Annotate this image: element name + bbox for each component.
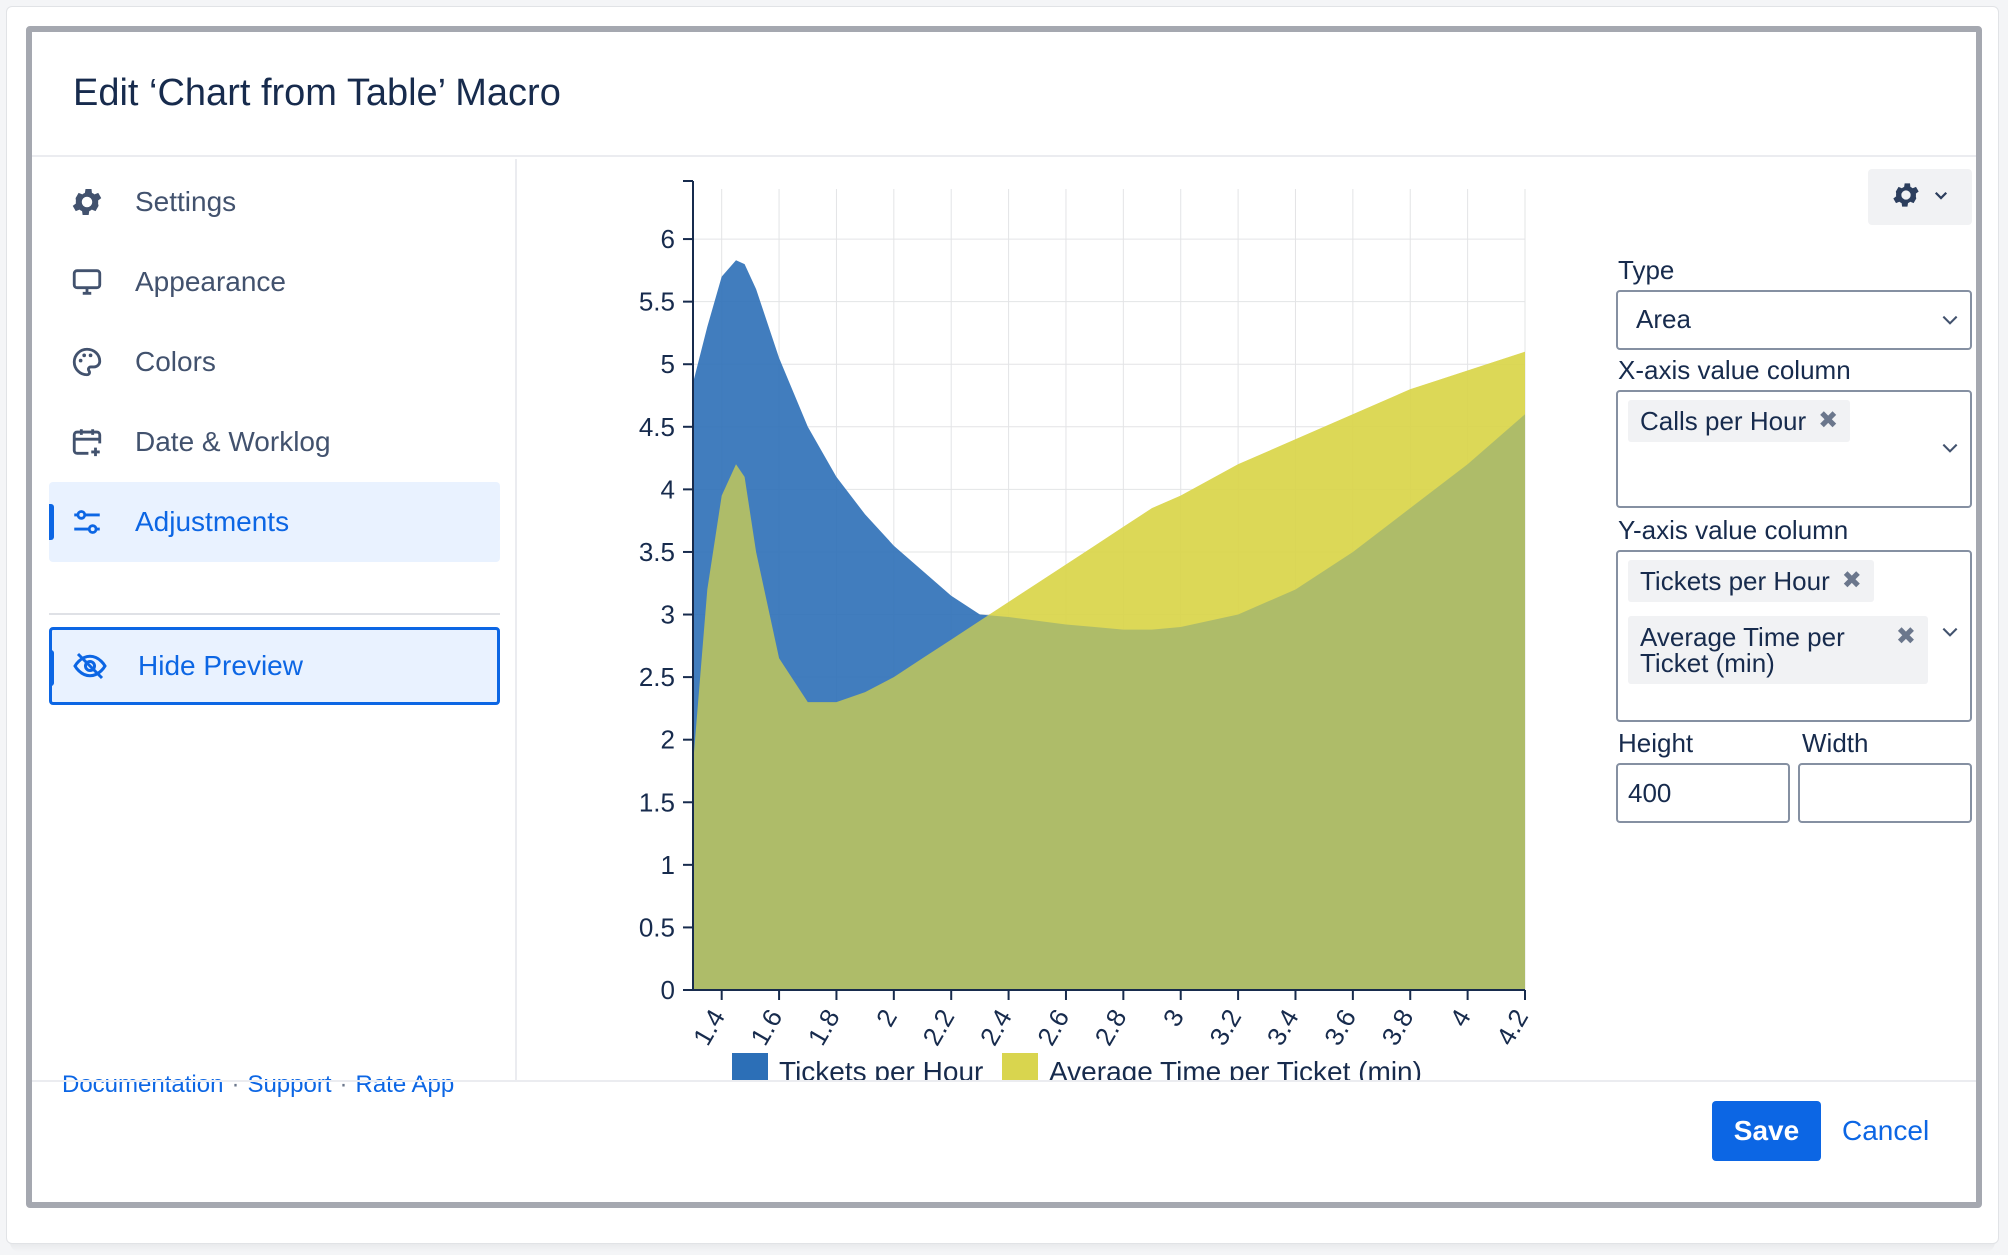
- x-tick-label: 2.2: [916, 1004, 960, 1050]
- tag-label: Calls per Hour: [1640, 406, 1807, 436]
- chevron-down-icon: [1940, 310, 1960, 335]
- x-axis-select[interactable]: Calls per Hour ✖: [1616, 390, 1972, 508]
- area-chart: 0 0.5 1 1.5 2 2.5 3 3.5 4 4.5 5 5.5 6 1.4 1.6 1.8 2 2.2 2.…: [639, 180, 1534, 1089]
- legend-label-avg-time: Average Time per Ticket (min): [1049, 1056, 1422, 1080]
- y-tick-label: 1: [661, 850, 675, 880]
- legend-swatch-avg-time: [1002, 1053, 1038, 1089]
- gear-icon: [1890, 179, 1922, 216]
- x-tick-label: 1.4: [687, 1004, 731, 1050]
- y-axis-tag: Tickets per Hour ✖: [1628, 560, 1874, 602]
- gear-icon: [67, 182, 107, 222]
- hide-preview-label: Hide Preview: [138, 650, 303, 681]
- monitor-icon: [67, 262, 107, 302]
- width-label: Width: [1802, 728, 1869, 758]
- dialog-header: Edit ‘Chart from Table’ Macro: [32, 32, 1976, 157]
- rate-app-link[interactable]: Rate App: [355, 1071, 455, 1098]
- chart-preview: 0 0.5 1 1.5 2 2.5 3 3.5 4 4.5 5 5.5 6 1.4 1.6 1.8 2 2.2 2.…: [519, 159, 1569, 1089]
- macro-dialog: Edit ‘Chart from Table’ Macro Settings A…: [26, 26, 1982, 1208]
- x-tick-label: 4.2: [1490, 1004, 1534, 1050]
- calendar-add-icon: [67, 422, 107, 462]
- x-tick-label: 3.6: [1318, 1004, 1362, 1050]
- x-axis-label: X-axis value column: [1618, 355, 1851, 385]
- y-axis-tag: Average Time per Ticket (min) ✖: [1628, 616, 1928, 684]
- remove-tag-icon[interactable]: ✖: [1841, 567, 1862, 594]
- legend-swatch-tickets: [732, 1053, 768, 1089]
- y-tick-label: 5: [661, 349, 675, 379]
- eye-off-icon: [70, 646, 110, 686]
- chart-options-button[interactable]: [1868, 169, 1972, 225]
- x-tick-label: 4: [1444, 1004, 1477, 1032]
- dialog-title: Edit ‘Chart from Table’ Macro: [73, 72, 561, 114]
- cancel-button[interactable]: Cancel: [1842, 1115, 1930, 1146]
- y-tick-label: 6: [661, 224, 675, 254]
- chevron-down-icon: [1940, 622, 1960, 647]
- x-tick-label: 2.4: [974, 1004, 1018, 1050]
- x-tick-label: 3.2: [1203, 1004, 1247, 1050]
- sliders-icon: [67, 502, 107, 542]
- sidebar-item-colors[interactable]: Colors: [49, 322, 500, 402]
- y-tick-label: 0.5: [639, 912, 675, 942]
- sidebar: Settings Appearance Colors Date & Worklo…: [32, 159, 517, 1098]
- tag-label: Tickets per Hour: [1640, 566, 1830, 596]
- y-tick-label: 0: [661, 975, 675, 1005]
- height-label: Height: [1618, 728, 1694, 758]
- footer-separator: ·: [339, 1071, 348, 1098]
- sidebar-item-appearance[interactable]: Appearance: [49, 242, 500, 322]
- dialog-footer: Save Cancel: [32, 1080, 1976, 1202]
- x-axis-tag: Calls per Hour ✖: [1628, 400, 1851, 442]
- palette-icon: [67, 342, 107, 382]
- remove-tag-icon[interactable]: ✖: [1895, 623, 1916, 650]
- chevron-down-icon: [1940, 438, 1960, 463]
- x-tick-label: 2: [870, 1004, 903, 1032]
- x-tick-label: 2.8: [1088, 1004, 1132, 1050]
- tag-label: Average Time per Ticket (min): [1640, 622, 1845, 678]
- sidebar-item-label: Adjustments: [135, 506, 290, 537]
- y-tick-label: 2: [661, 725, 675, 755]
- x-tick-label: 1.6: [744, 1004, 788, 1050]
- footer-separator: ·: [231, 1071, 240, 1098]
- type-value: Area: [1636, 304, 1691, 334]
- y-tick-label: 5.5: [639, 287, 675, 317]
- documentation-link[interactable]: Documentation: [62, 1071, 224, 1098]
- x-tick-label: 1.8: [802, 1004, 846, 1050]
- y-tick-label: 2.5: [639, 662, 675, 692]
- chevron-down-icon: [1932, 186, 1950, 209]
- x-tick-label: 3.4: [1261, 1004, 1305, 1050]
- sidebar-item-settings[interactable]: Settings: [49, 162, 500, 242]
- sidebar-item-label: Settings: [135, 186, 237, 217]
- support-link[interactable]: Support: [247, 1071, 332, 1098]
- y-axis-label: Y-axis value column: [1618, 515, 1849, 545]
- type-select[interactable]: Area: [1616, 290, 1972, 350]
- x-tick-label: 3.8: [1375, 1004, 1419, 1050]
- y-axis-select[interactable]: Tickets per Hour ✖ Average Time per Tick…: [1616, 550, 1972, 722]
- sidebar-item-date-worklog[interactable]: Date & Worklog: [49, 402, 500, 482]
- type-label: Type: [1618, 255, 1675, 285]
- width-input[interactable]: [1798, 763, 1972, 823]
- x-tick-label: 2.6: [1031, 1004, 1075, 1050]
- height-input[interactable]: [1616, 763, 1790, 823]
- y-tick-label: 4.5: [639, 412, 675, 442]
- series-area-avg-time-overlay: [693, 351, 1525, 990]
- y-tick-label: 3.5: [639, 537, 675, 567]
- legend-label-tickets: Tickets per Hour: [779, 1056, 983, 1080]
- x-tick-label: 3: [1157, 1004, 1190, 1032]
- settings-panel: Type Area X-axis value column Calls per …: [1612, 159, 1982, 1080]
- y-tick-label: 3: [661, 600, 675, 630]
- sidebar-item-label: Date & Worklog: [135, 426, 331, 457]
- sidebar-divider: [49, 613, 500, 615]
- y-tick-label: 4: [661, 474, 675, 504]
- save-button[interactable]: Save: [1712, 1101, 1821, 1161]
- sidebar-item-label: Colors: [135, 346, 216, 377]
- sidebar-item-adjustments[interactable]: Adjustments: [49, 482, 500, 562]
- sidebar-item-label: Appearance: [135, 266, 287, 297]
- hide-preview-button[interactable]: Hide Preview: [49, 627, 500, 705]
- footer-links: Documentation · Support · Rate App: [62, 1071, 454, 1099]
- remove-tag-icon[interactable]: ✖: [1818, 407, 1839, 434]
- y-tick-label: 1.5: [639, 787, 675, 817]
